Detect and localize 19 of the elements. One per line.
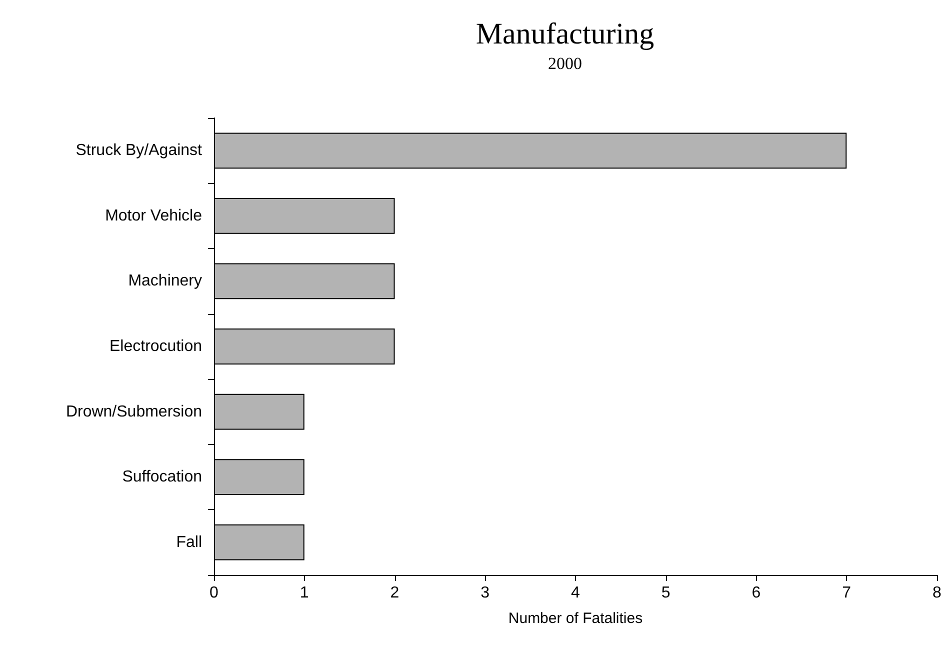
x-axis-title: Number of Fatalities	[508, 610, 643, 627]
x-tick-label: 6	[752, 584, 761, 602]
x-tick-label: 8	[932, 584, 942, 602]
x-tick-label: 7	[842, 584, 852, 602]
y-tick-label: Struck By/Against	[76, 142, 203, 160]
y-tick-label: Motor Vehicle	[105, 207, 202, 224]
y-tick-label: Suffocation	[122, 468, 202, 486]
x-tick-label: 2	[390, 584, 400, 602]
chart-title: Manufacturing	[476, 18, 654, 50]
chart-subtitle: 2000	[548, 54, 582, 73]
x-tick-label: 1	[300, 584, 309, 602]
y-tick-label: Machinery	[128, 272, 202, 290]
x-tick-label: 0	[210, 584, 219, 602]
x-tick-label: 4	[571, 584, 580, 602]
x-tick-label: 5	[661, 584, 670, 602]
y-tick-label: Drown/Submersion	[66, 403, 202, 420]
y-tick-label: Electrocution	[110, 338, 202, 355]
y-tick-label: Fall	[176, 534, 202, 551]
x-tick-label: 3	[480, 584, 490, 602]
